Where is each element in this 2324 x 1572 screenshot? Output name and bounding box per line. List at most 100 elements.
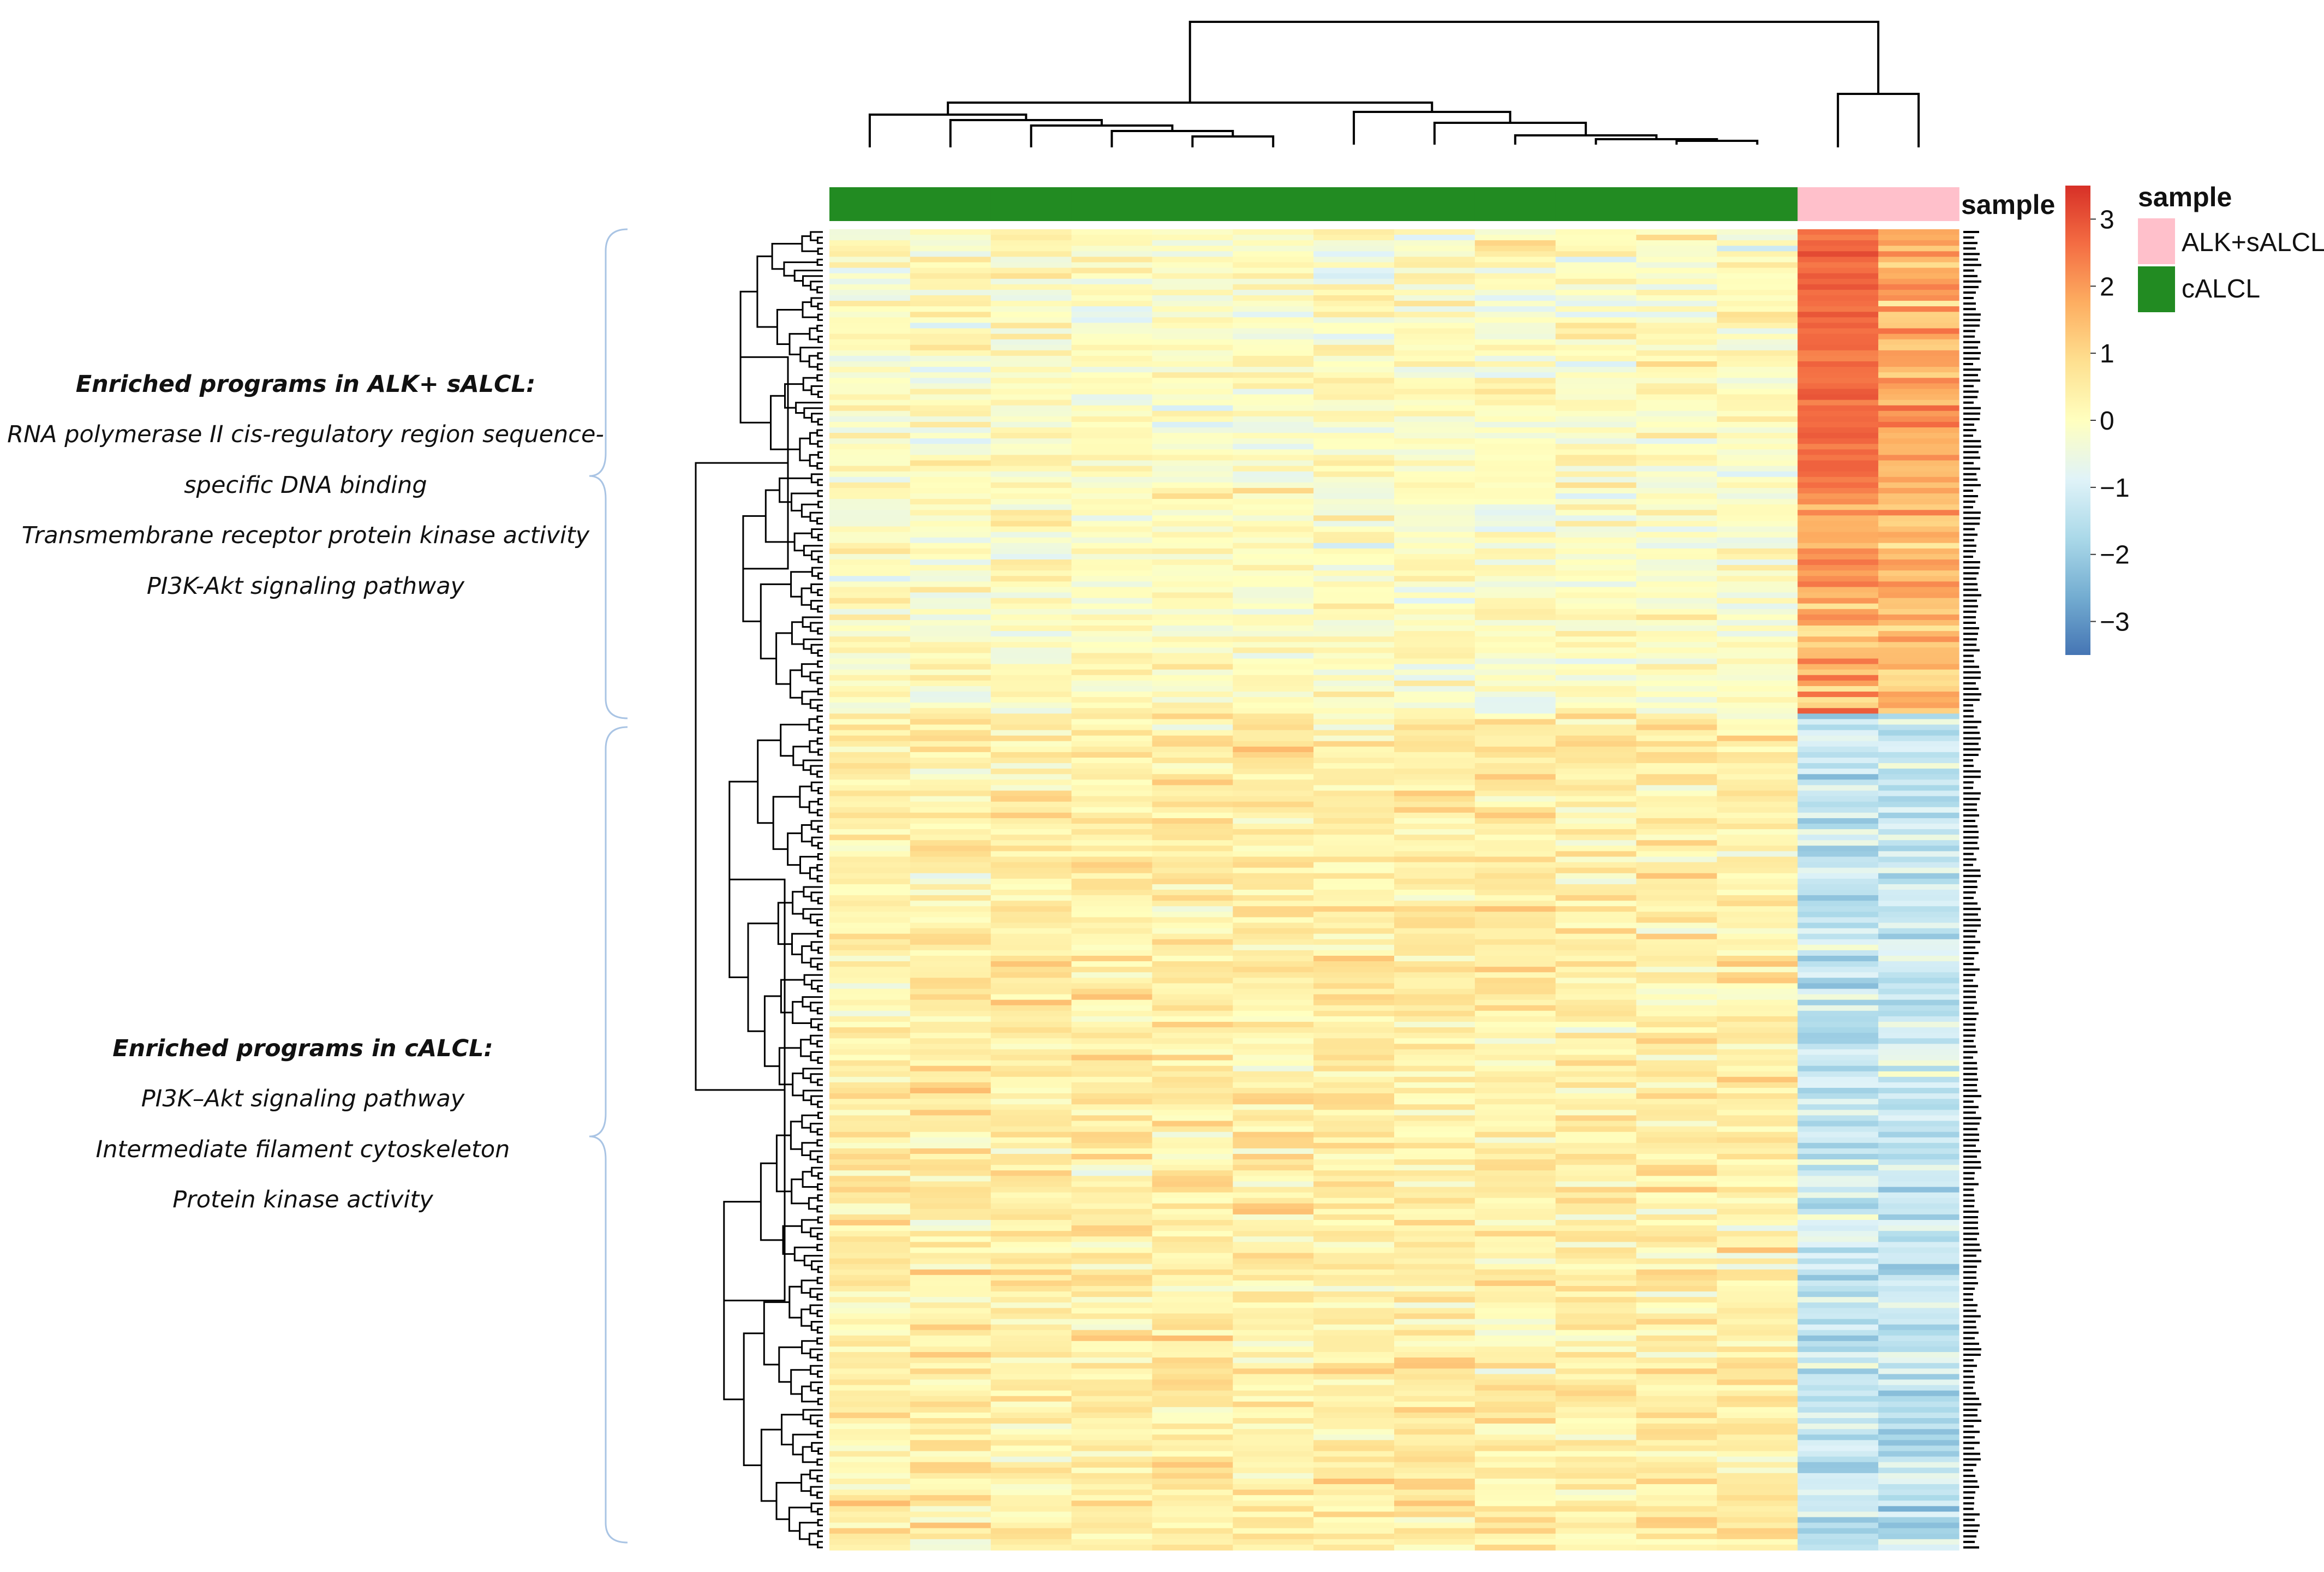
heatmap-cell bbox=[1555, 1335, 1637, 1342]
heatmap-cell bbox=[990, 1363, 1072, 1369]
heatmap-cell bbox=[829, 532, 911, 538]
heatmap-cell bbox=[1071, 890, 1153, 896]
heatmap-cell bbox=[990, 856, 1072, 863]
heatmap-cell bbox=[1878, 928, 1959, 934]
heatmap-cell bbox=[910, 994, 991, 1001]
heatmap-cell bbox=[990, 1258, 1072, 1265]
heatmap-cell bbox=[1636, 1291, 1718, 1297]
heatmap-cell bbox=[1152, 1341, 1233, 1347]
heatmap-cell bbox=[1394, 790, 1475, 797]
heatmap-cell bbox=[1152, 378, 1233, 384]
heatmap-cell bbox=[1313, 774, 1395, 780]
heatmap-cell bbox=[1636, 570, 1718, 576]
heatmap-cell bbox=[1233, 626, 1314, 632]
heatmap-cell bbox=[1797, 614, 1879, 621]
heatmap-cell bbox=[1878, 978, 1959, 984]
heatmap-cell bbox=[1878, 933, 1959, 940]
heatmap-cell bbox=[829, 1313, 911, 1320]
heatmap-cell bbox=[1474, 1022, 1556, 1028]
heatmap-cell bbox=[1555, 818, 1637, 824]
heatmap-cell bbox=[1474, 344, 1556, 351]
heatmap-cell bbox=[1636, 829, 1718, 835]
calcl-line-2: Intermediate filament cytoskeleton bbox=[96, 1136, 510, 1163]
heatmap-cell bbox=[990, 1412, 1072, 1419]
heatmap-cell bbox=[1878, 609, 1959, 615]
heatmap-cell bbox=[1394, 917, 1475, 924]
heatmap-cell bbox=[1474, 774, 1556, 780]
heatmap-cell bbox=[1071, 933, 1153, 940]
heatmap-cell bbox=[1878, 1528, 1959, 1534]
heatmap-cell bbox=[1717, 421, 1798, 428]
heatmap-cell bbox=[1071, 471, 1153, 478]
heatmap-cell bbox=[1797, 427, 1879, 433]
heatmap-cell bbox=[1071, 433, 1153, 439]
heatmap-cell bbox=[1233, 543, 1314, 549]
dendrogram-branch bbox=[817, 1266, 823, 1273]
heatmap-cell bbox=[1717, 1088, 1798, 1094]
heatmap-cell bbox=[829, 355, 911, 362]
heatmap-cell bbox=[1474, 1412, 1556, 1419]
heatmap-cell bbox=[1636, 928, 1718, 934]
heatmap-cell bbox=[1636, 1148, 1718, 1154]
heatmap-cell bbox=[1717, 339, 1798, 346]
heatmap-cell bbox=[1394, 1280, 1475, 1287]
heatmap-cell bbox=[990, 394, 1072, 401]
heatmap-cell bbox=[910, 1154, 991, 1160]
heatmap-cell bbox=[1878, 824, 1959, 830]
heatmap-cell bbox=[1233, 1456, 1314, 1463]
heatmap-cell bbox=[1878, 334, 1959, 340]
heatmap-cell bbox=[1878, 1429, 1959, 1435]
heatmap-cell bbox=[829, 1159, 911, 1165]
heatmap-cell bbox=[1878, 1055, 1959, 1061]
heatmap-cell bbox=[1636, 1297, 1718, 1303]
heatmap-cell bbox=[1555, 526, 1637, 533]
heatmap-cell bbox=[1394, 1220, 1475, 1226]
heatmap-cell bbox=[1797, 553, 1879, 560]
annotation-cell bbox=[1233, 187, 1314, 221]
heatmap-cell bbox=[990, 895, 1072, 901]
heatmap-cell bbox=[1797, 1330, 1879, 1336]
heatmap-cell bbox=[1636, 824, 1718, 830]
heatmap-cell bbox=[1233, 873, 1314, 879]
heatmap-cell bbox=[829, 950, 911, 956]
heatmap-cell bbox=[1313, 444, 1395, 450]
calcl-enriched-programs: Enriched programs in cALCL: PI3K–Akt sig… bbox=[96, 1035, 510, 1213]
heatmap-cell bbox=[910, 1242, 991, 1248]
heatmap-cell bbox=[1717, 378, 1798, 384]
heatmap-cell bbox=[990, 273, 1072, 279]
heatmap-cell bbox=[829, 482, 911, 489]
heatmap-cell bbox=[1233, 339, 1314, 346]
dendrogram-branch bbox=[772, 796, 800, 850]
heatmap-cell bbox=[1636, 978, 1718, 984]
heatmap-cell bbox=[990, 724, 1072, 731]
dendrogram-branch bbox=[816, 677, 823, 684]
heatmap-cell bbox=[1313, 487, 1395, 494]
heatmap-cell bbox=[1152, 1198, 1233, 1204]
heatmap-cell bbox=[1394, 642, 1475, 648]
heatmap-cell bbox=[1313, 1247, 1395, 1254]
heatmap-cell bbox=[990, 438, 1072, 444]
heatmap-cell bbox=[1394, 1473, 1475, 1479]
heatmap-cell bbox=[1152, 1208, 1233, 1215]
heatmap-cell bbox=[1313, 400, 1395, 406]
heatmap-cell bbox=[1797, 1456, 1879, 1463]
heatmap-cell bbox=[1555, 367, 1637, 373]
heatmap-cell bbox=[990, 361, 1072, 367]
heatmap-cell bbox=[990, 763, 1072, 769]
heatmap-cell bbox=[1313, 1181, 1395, 1188]
heatmap-cell bbox=[1394, 487, 1475, 494]
heatmap-cell bbox=[1474, 972, 1556, 978]
heatmap-cell bbox=[1797, 1022, 1879, 1028]
heatmap-cell bbox=[829, 642, 911, 648]
heatmap-cell bbox=[829, 378, 911, 384]
heatmap-cell bbox=[1313, 626, 1395, 632]
heatmap-cell bbox=[1636, 609, 1718, 615]
heatmap-cell bbox=[910, 323, 991, 329]
heatmap-cell bbox=[829, 1027, 911, 1033]
heatmap-cell bbox=[1636, 719, 1718, 725]
heatmap-cell bbox=[829, 1544, 911, 1551]
heatmap-cell bbox=[1878, 301, 1959, 307]
heatmap-cell bbox=[1313, 367, 1395, 373]
heatmap-cell bbox=[1797, 873, 1879, 879]
heatmap-cell bbox=[1878, 829, 1959, 835]
